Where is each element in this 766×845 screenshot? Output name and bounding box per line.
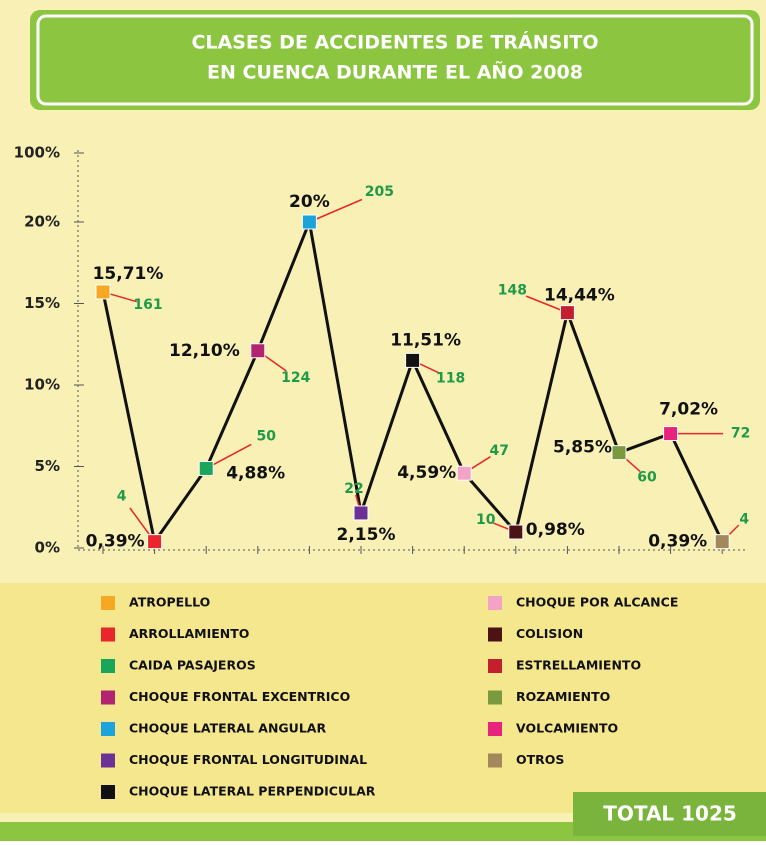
legend-label: CHOQUE LATERAL PERPENDICULAR (129, 784, 376, 799)
count-label: 118 (436, 370, 465, 386)
legend-swatch (488, 722, 502, 736)
point (198, 460, 214, 476)
point (611, 445, 627, 461)
y-tick-label: 10% (24, 376, 60, 394)
total-label: TOTAL 1025 (603, 802, 737, 826)
legend-label: CHOQUE POR ALCANCE (516, 595, 678, 610)
count-label: 60 (637, 470, 657, 486)
point (405, 352, 421, 368)
point (301, 214, 317, 230)
point (663, 426, 679, 442)
legend-label: ARROLLAMIENTO (129, 626, 249, 641)
y-tick-label: 5% (35, 457, 60, 475)
legend-label: ROZAMIENTO (516, 689, 610, 704)
legend-label: ATROPELLO (129, 595, 210, 610)
count-label: 50 (256, 428, 276, 444)
title-border (36, 14, 754, 106)
legend-swatch (101, 690, 115, 705)
point (714, 534, 730, 550)
y-tick-label: 20% (24, 213, 60, 231)
value-label: 12,10% (169, 341, 240, 361)
legend-swatch (101, 753, 115, 768)
y-tick-label: 15% (24, 294, 60, 312)
count-label: 124 (281, 370, 310, 386)
chart-title: EN CUENCA DURANTE EL AÑO 2008 (207, 60, 583, 84)
point (250, 343, 266, 359)
value-label: 14,44% (544, 286, 615, 306)
legend-swatch (101, 722, 115, 736)
value-label: 15,71% (93, 264, 164, 284)
legend-label: CHOQUE FRONTAL LONGITUDINAL (129, 752, 367, 767)
legend-swatch (488, 690, 502, 705)
point (456, 465, 472, 481)
value-label: 0,39% (86, 532, 145, 552)
value-label: 11,51% (390, 330, 461, 350)
legend-swatch (488, 753, 502, 768)
legend-label: VOLCAMIENTO (516, 721, 618, 736)
legend-label: CHOQUE FRONTAL EXCENTRICO (129, 689, 350, 704)
y-tick-label: 100% (14, 144, 60, 162)
legend-swatch (488, 627, 502, 642)
value-label: 0,98% (526, 520, 585, 540)
legend-label: CAIDA PASAJEROS (129, 658, 256, 673)
value-label: 4,88% (226, 463, 285, 483)
count-label: 161 (133, 297, 162, 313)
legend-label: COLISION (516, 626, 583, 641)
count-label: 22 (344, 481, 363, 497)
value-label: 2,15% (337, 525, 396, 545)
value-label: 5,85% (553, 438, 612, 458)
legend-label: ESTRELLAMIENTO (516, 658, 641, 673)
legend-swatch (101, 659, 115, 673)
legend-swatch (488, 659, 502, 673)
legend-label: OTROS (516, 752, 564, 767)
legend-swatch (488, 596, 502, 610)
count-label: 72 (731, 426, 750, 442)
total-box (573, 792, 766, 836)
point (559, 305, 575, 321)
point (353, 505, 369, 521)
point (95, 284, 111, 300)
legend-label: CHOQUE LATERAL ANGULAR (129, 721, 326, 736)
legend-swatch (101, 627, 115, 642)
point (147, 534, 163, 550)
value-label: 7,02% (659, 400, 718, 420)
value-label: 20% (289, 192, 330, 212)
legend-area (0, 583, 766, 813)
count-label: 148 (498, 283, 527, 299)
count-label: 4 (739, 512, 749, 528)
count-label: 10 (476, 512, 496, 528)
count-label: 47 (489, 443, 508, 459)
legend-swatch (101, 785, 115, 799)
title-box (30, 10, 760, 110)
y-tick-label: 0% (35, 539, 60, 557)
point (508, 524, 524, 540)
count-label: 4 (117, 489, 127, 505)
leader-line (309, 198, 363, 223)
value-label: 4,59% (397, 463, 456, 483)
legend-swatch (101, 596, 115, 610)
chart-title: CLASES DE ACCIDENTES DE TRÁNSITO (191, 31, 598, 54)
value-label: 0,39% (648, 532, 707, 552)
count-label: 205 (365, 184, 394, 200)
